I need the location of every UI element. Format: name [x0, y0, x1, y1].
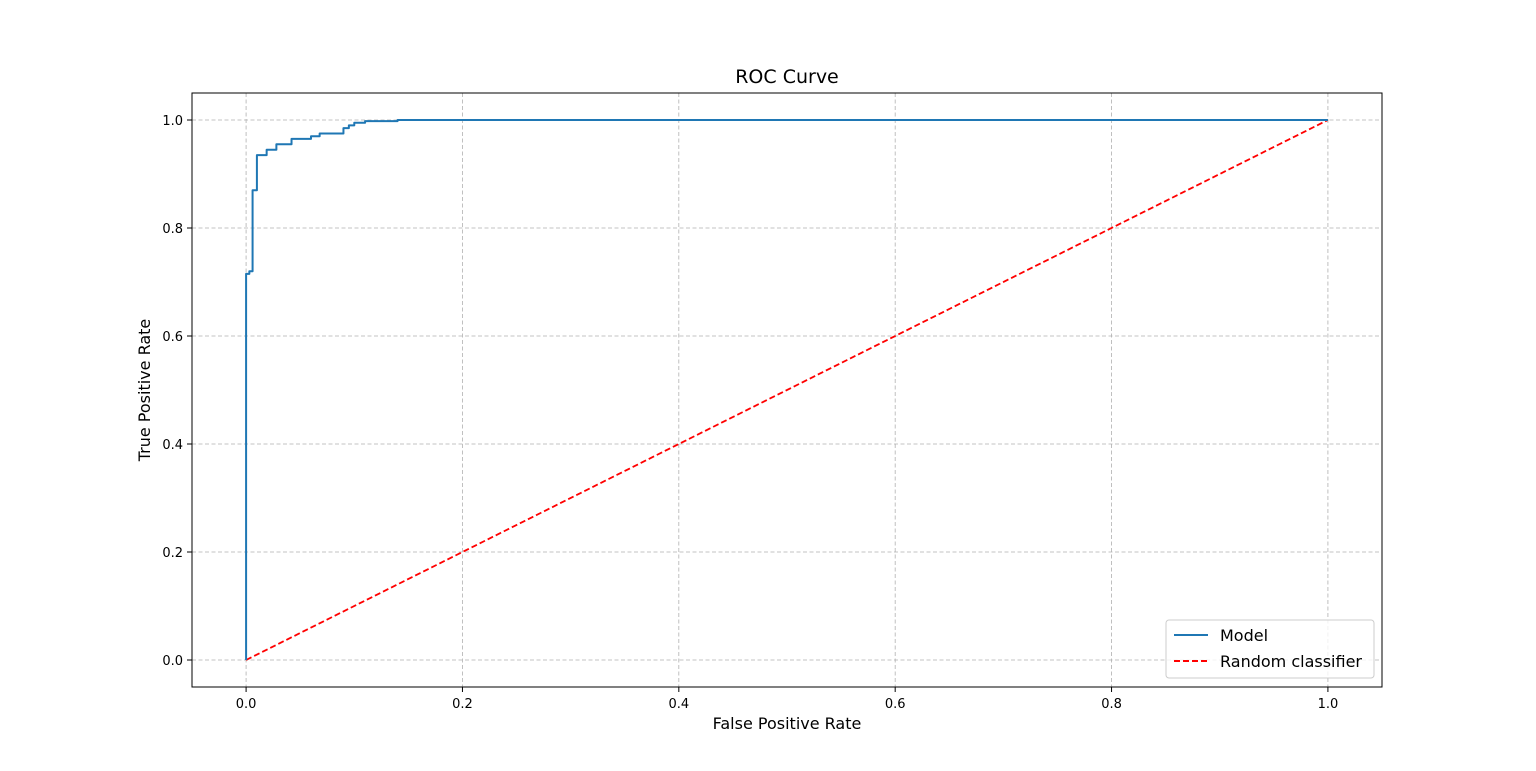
x-tick-label: 0.0	[236, 697, 257, 712]
x-axis-label: False Positive Rate	[713, 714, 862, 733]
legend: Model Random classifier	[1165, 619, 1375, 679]
y-tick-label: 0.4	[162, 438, 183, 453]
legend-label-model: Model	[1220, 626, 1268, 645]
legend-box	[1165, 619, 1375, 679]
y-tick-label: 0.8	[162, 222, 183, 237]
series-line-random-classifier	[245, 119, 1329, 661]
series	[245, 119, 1329, 661]
x-tick-label: 0.6	[885, 697, 906, 712]
y-tick-label: 0.6	[162, 330, 183, 345]
y-tick-label: 0.2	[162, 546, 183, 561]
plot-frame	[191, 92, 1383, 688]
y-axis-label: True Positive Rate	[135, 319, 154, 463]
x-tick-label: 0.8	[1101, 697, 1122, 712]
x-tick-label: 0.2	[452, 697, 473, 712]
chart-title: ROC Curve	[735, 66, 839, 88]
x-tick-label: 1.0	[1318, 697, 1339, 712]
legend-label-random-classifier: Random classifier	[1220, 652, 1362, 671]
y-tick-label: 1.0	[162, 114, 183, 129]
series-line-model	[245, 119, 1328, 660]
y-tick-label: 0.0	[162, 654, 183, 669]
x-tick-label: 0.4	[668, 697, 689, 712]
axis-ticks: 0.0 0.2 0.4 0.6 0.8 1.0 0.0 0.2 0.4 0.6 0.8 1.0	[162, 114, 1338, 712]
